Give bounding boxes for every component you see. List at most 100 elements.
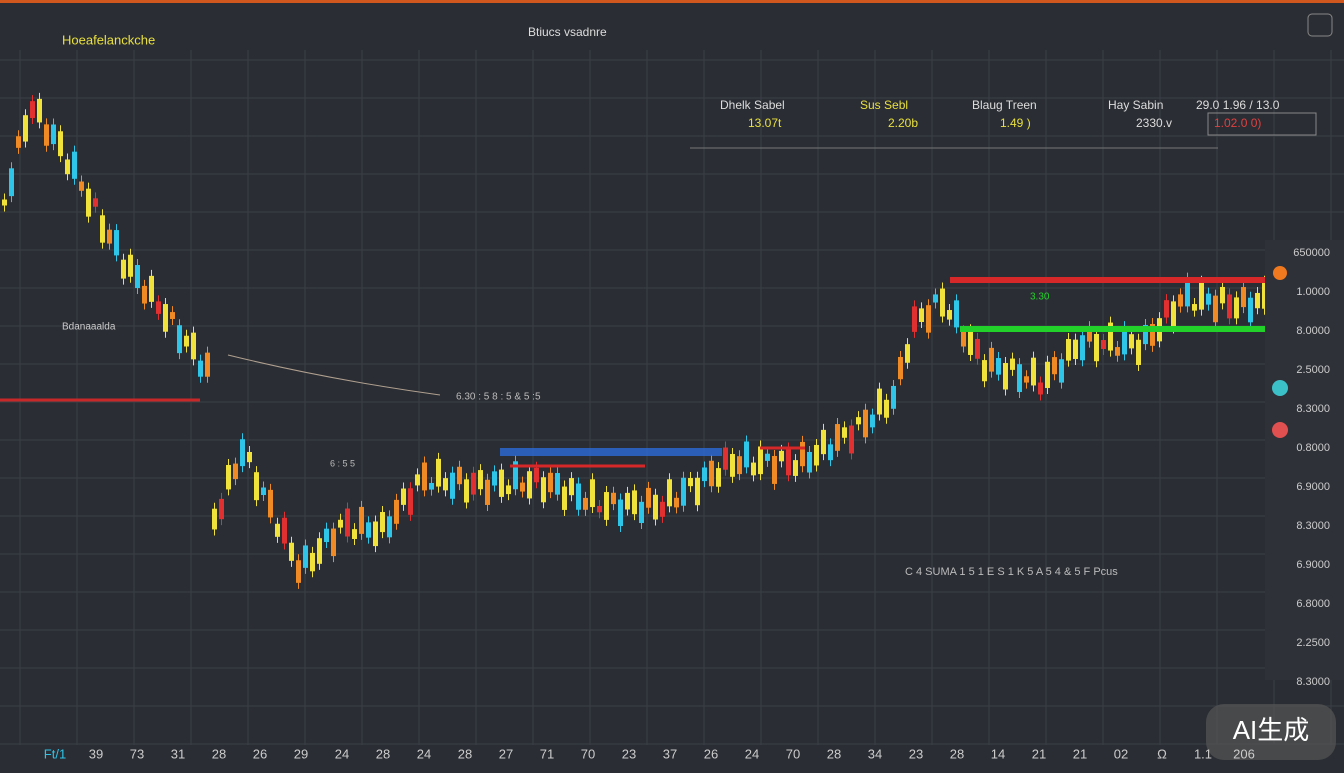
candle bbox=[128, 254, 133, 277]
volume-band bbox=[500, 448, 722, 456]
price-label: 6.8000 bbox=[1296, 598, 1330, 610]
time-label: 28 bbox=[458, 746, 472, 761]
time-label: 24 bbox=[335, 746, 349, 761]
alert-icon[interactable] bbox=[1272, 380, 1288, 396]
stats: Dhelk Sabel 13.07t Sus Sebl 2.20b Blaug Tree… bbox=[720, 98, 1172, 130]
candle bbox=[828, 444, 833, 461]
candle bbox=[849, 425, 854, 454]
candle bbox=[1241, 287, 1246, 308]
candle bbox=[548, 472, 553, 493]
candle bbox=[989, 347, 994, 372]
time-label: 26 bbox=[704, 746, 718, 761]
time-label: 71 bbox=[540, 746, 554, 761]
candle bbox=[485, 479, 490, 505]
candle bbox=[597, 505, 602, 513]
candle bbox=[765, 453, 770, 461]
stat-label: Sus Sebl bbox=[860, 98, 908, 112]
candle bbox=[1143, 324, 1148, 345]
candle bbox=[541, 477, 546, 503]
candle bbox=[1094, 333, 1099, 362]
candle bbox=[590, 479, 595, 508]
settings-button[interactable] bbox=[1307, 13, 1333, 37]
candle bbox=[1220, 286, 1225, 304]
candle bbox=[912, 306, 917, 332]
candle bbox=[233, 463, 238, 480]
price-label: 650000 bbox=[1293, 247, 1330, 259]
candle bbox=[303, 545, 308, 568]
candle bbox=[492, 471, 497, 486]
candle bbox=[779, 450, 784, 462]
candle bbox=[1255, 292, 1260, 309]
candle bbox=[660, 501, 665, 517]
time-label: 21 bbox=[1073, 746, 1087, 761]
alert-icon[interactable] bbox=[1272, 422, 1288, 438]
candle bbox=[352, 529, 357, 540]
candle bbox=[317, 538, 322, 564]
price-axis-panel bbox=[1265, 240, 1344, 680]
candle bbox=[359, 506, 364, 534]
annotation: 6 : 5 5 bbox=[330, 458, 355, 468]
candle bbox=[933, 294, 938, 303]
candle bbox=[674, 497, 679, 508]
candle bbox=[429, 482, 434, 490]
candle bbox=[2, 199, 7, 206]
candle bbox=[513, 461, 518, 490]
candle bbox=[457, 466, 462, 485]
candle bbox=[247, 452, 252, 463]
time-label: 28 bbox=[827, 746, 841, 761]
time-label: 23 bbox=[909, 746, 923, 761]
candle bbox=[394, 499, 399, 524]
candle bbox=[569, 478, 574, 496]
candle bbox=[380, 512, 385, 533]
candle bbox=[142, 285, 147, 304]
candle bbox=[443, 478, 448, 491]
candle bbox=[296, 560, 301, 583]
chart-title: Btiucs vsadnre bbox=[528, 25, 607, 39]
candle bbox=[982, 360, 987, 382]
candle bbox=[1150, 324, 1155, 346]
candle bbox=[737, 456, 742, 475]
candle bbox=[268, 489, 273, 518]
time-label: 1.1 bbox=[1194, 746, 1212, 761]
candle bbox=[954, 300, 959, 328]
watermark: AI生成 bbox=[1233, 715, 1310, 745]
candle bbox=[331, 528, 336, 557]
candle bbox=[520, 482, 525, 492]
candle bbox=[226, 464, 231, 490]
candle bbox=[366, 522, 371, 538]
candle bbox=[1031, 357, 1036, 386]
stat-label: Dhelk Sabel bbox=[720, 98, 785, 112]
candle bbox=[555, 473, 560, 495]
candle bbox=[37, 98, 42, 123]
stat-value: 13.07t bbox=[748, 116, 782, 130]
candle bbox=[79, 181, 84, 191]
candle bbox=[1171, 301, 1176, 328]
candle bbox=[730, 453, 735, 477]
candle bbox=[275, 523, 280, 537]
candle bbox=[415, 474, 420, 486]
candle bbox=[1045, 361, 1050, 389]
candle bbox=[527, 471, 532, 499]
candle bbox=[1024, 376, 1029, 383]
alert-icon[interactable] bbox=[1273, 266, 1287, 280]
candle bbox=[16, 136, 21, 148]
candle bbox=[184, 335, 189, 347]
candle bbox=[422, 462, 427, 491]
candle bbox=[1227, 294, 1232, 319]
candle bbox=[212, 508, 217, 530]
candle bbox=[1010, 358, 1015, 370]
time-label: 14 bbox=[991, 746, 1005, 761]
time-label: 21 bbox=[1032, 746, 1046, 761]
stat-value: 1.49 ) bbox=[1000, 116, 1031, 130]
candle bbox=[1178, 294, 1183, 307]
candle bbox=[30, 101, 35, 119]
candle bbox=[534, 467, 539, 483]
candle bbox=[786, 448, 791, 476]
stat-label: Blaug Treen bbox=[972, 98, 1037, 112]
time-label: 28 bbox=[950, 746, 964, 761]
candle bbox=[44, 124, 49, 146]
price-label: 8.0000 bbox=[1296, 325, 1330, 337]
time-label: 39 bbox=[89, 746, 103, 761]
time-label: 31 bbox=[171, 746, 185, 761]
